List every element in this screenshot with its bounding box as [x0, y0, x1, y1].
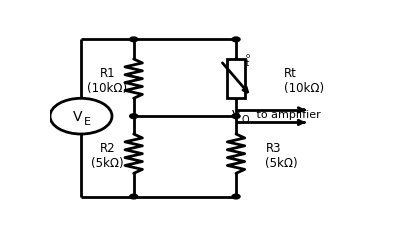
Circle shape	[130, 38, 138, 43]
Circle shape	[232, 38, 240, 43]
Circle shape	[232, 194, 240, 199]
Circle shape	[130, 194, 138, 199]
Text: Rt
(10kΩ): Rt (10kΩ)	[284, 66, 324, 94]
FancyBboxPatch shape	[228, 60, 244, 99]
Text: R3
(5kΩ): R3 (5kΩ)	[266, 141, 298, 169]
Text: to amplifier: to amplifier	[253, 110, 321, 120]
Text: R1
(10kΩ): R1 (10kΩ)	[87, 66, 128, 94]
Text: O: O	[242, 114, 249, 124]
Circle shape	[232, 114, 240, 119]
Text: o: o	[246, 52, 250, 58]
Text: R2
(5kΩ): R2 (5kΩ)	[91, 141, 124, 169]
Text: V: V	[232, 108, 241, 121]
Text: t: t	[246, 59, 249, 68]
Text: E: E	[84, 116, 91, 126]
Text: V: V	[73, 110, 83, 124]
Circle shape	[130, 114, 138, 119]
